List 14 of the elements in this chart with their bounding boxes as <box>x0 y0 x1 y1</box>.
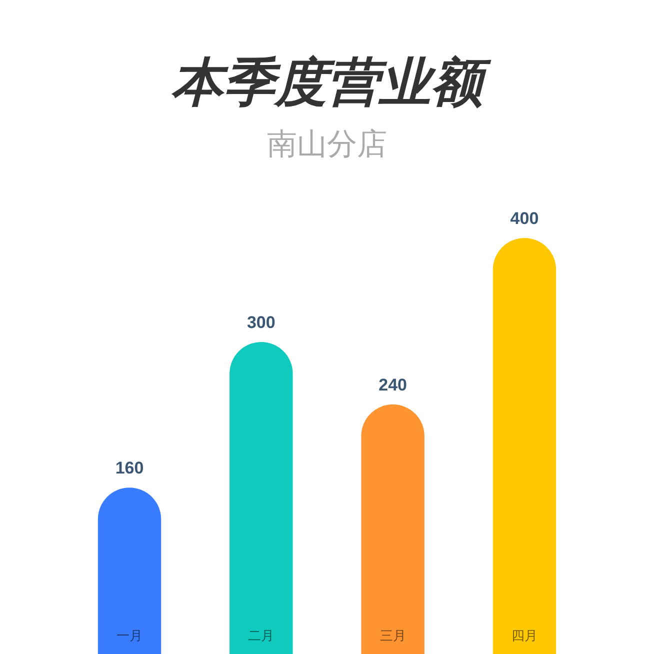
data-label: 400 <box>510 209 539 228</box>
x-tick-label: 四月 <box>511 629 538 644</box>
chart-subtitle: 南山分店 <box>267 127 387 162</box>
bar <box>361 404 424 654</box>
bar <box>230 342 293 654</box>
data-label: 240 <box>378 375 408 394</box>
x-tick-label: 三月 <box>380 629 406 644</box>
data-label: 300 <box>246 313 276 332</box>
x-tick-label: 一月 <box>116 629 143 644</box>
bar <box>98 488 162 654</box>
data-label: 160 <box>115 458 144 478</box>
chart-title: 本季度营业额 <box>171 53 492 113</box>
x-tick-label: 二月 <box>248 629 274 644</box>
bar <box>492 238 556 654</box>
